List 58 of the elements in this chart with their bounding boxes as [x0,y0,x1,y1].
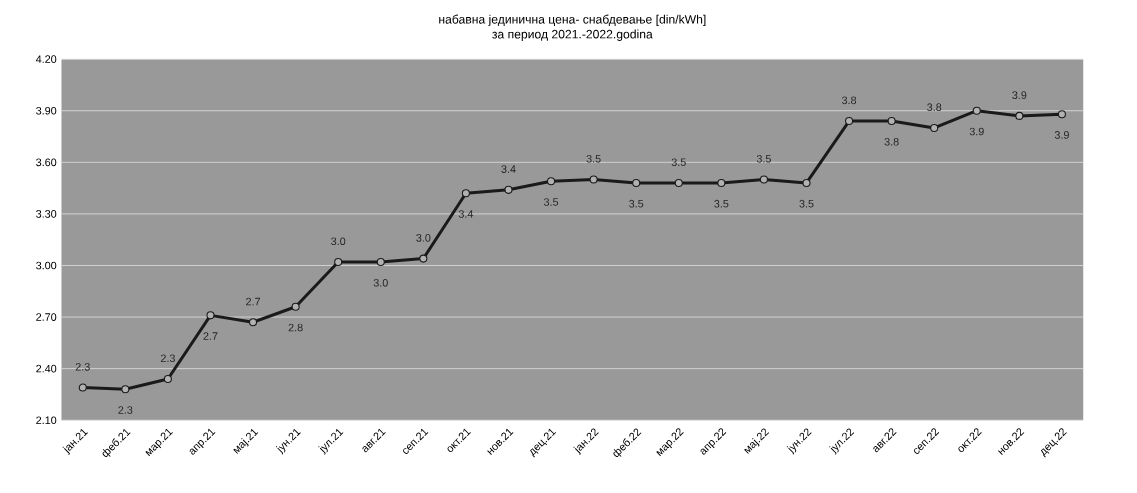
data-label: 2.3 [118,406,133,414]
data-label: 3.9 [969,127,984,136]
point [674,178,683,187]
data-label: 2.3 [160,354,175,362]
point [845,116,854,126]
y-tick-label: 2.40 [36,364,57,373]
data-label: 2.3 [75,362,90,371]
y-tick-label: 3.30 [36,209,57,218]
point [1057,110,1066,119]
point [930,123,939,132]
point [887,116,896,126]
point [972,106,981,115]
point [249,318,258,327]
data-label: 3.4 [458,210,474,218]
point [1015,111,1024,120]
point [632,178,641,187]
point [717,178,726,187]
y-tick-label: 4.20 [35,55,57,63]
y-tick-label: 3.90 [36,106,57,115]
chart-subtitle: за период 2021.-2022.godina [492,29,653,41]
data-label: 3.5 [586,154,601,163]
point [759,175,768,184]
chart-title: набавна јединична цена- снабдевање [din/kWh] [439,14,706,26]
data-label: 2.7 [203,332,218,340]
point [334,257,343,266]
data-label: 3.8 [841,96,857,105]
data-label: 3.0 [416,233,431,242]
y-tick-label: 2.10 [36,416,57,424]
point [461,189,470,198]
data-label: 3.8 [927,103,942,111]
data-label: 3.5 [756,154,771,163]
data-label: 3.8 [884,137,899,146]
data-label: 3.5 [543,198,559,206]
data-label: 3.5 [629,199,644,208]
y-tick-label: 2.70 [36,313,57,321]
point [376,257,385,266]
point [504,185,513,194]
point [419,254,428,263]
point [547,177,556,186]
data-label: 3.5 [714,199,729,208]
point [589,175,598,184]
data-label: 3.4 [501,165,516,173]
point [291,302,300,311]
point [78,383,87,392]
data-label: 3.9 [1054,131,1069,139]
point [163,374,172,383]
data-label: 3.0 [373,278,388,287]
point [802,178,811,187]
point [121,385,130,394]
y-tick-label: 3.00 [36,261,57,270]
data-label: 2.8 [288,323,303,332]
data-label: 3.9 [1012,91,1027,99]
data-label: 2.7 [246,297,261,306]
y-tick-label: 3.60 [36,158,57,167]
data-label: 3.5 [671,158,686,166]
data-label: 3.0 [331,237,346,246]
data-label: 3.5 [799,199,814,208]
point [206,311,215,320]
